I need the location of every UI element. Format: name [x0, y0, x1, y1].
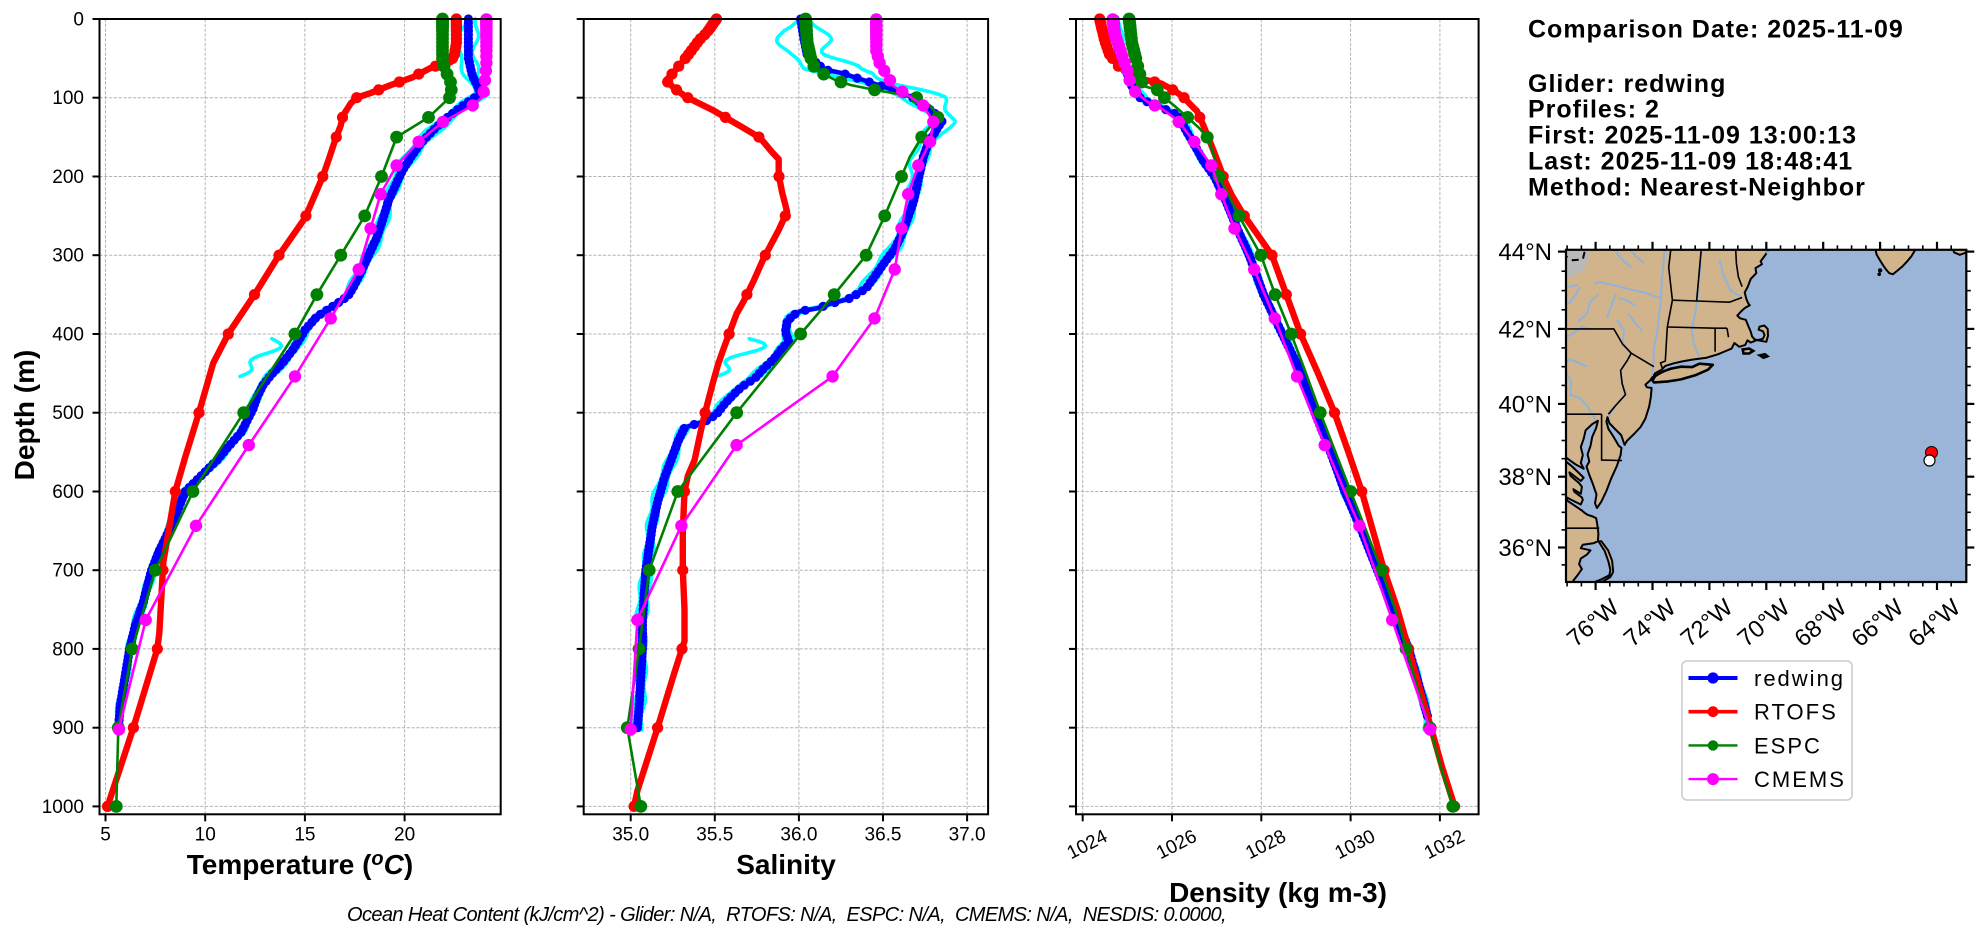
svg-text:35.0: 35.0 [612, 825, 649, 846]
svg-text:300: 300 [52, 246, 84, 267]
svg-text:redwing: redwing [1754, 666, 1845, 691]
svg-text:200: 200 [52, 167, 84, 188]
svg-text:Last: 2025-11-09 18:48:41: Last: 2025-11-09 18:48:41 [1528, 148, 1853, 176]
svg-text:800: 800 [52, 639, 84, 660]
svg-text:ESPC: ESPC [1754, 733, 1822, 758]
svg-text:CMEMS: CMEMS [1754, 767, 1846, 792]
svg-text:36.5: 36.5 [865, 825, 902, 846]
svg-text:15: 15 [294, 825, 315, 846]
svg-text:44°N: 44°N [1498, 239, 1552, 266]
svg-text:RTOFS: RTOFS [1754, 700, 1838, 725]
svg-text:Comparison Date: 2025-11-09: Comparison Date: 2025-11-09 [1528, 16, 1904, 44]
svg-text:700: 700 [52, 561, 84, 582]
svg-text:Ocean Heat Content (kJ/cm^2) -: Ocean Heat Content (kJ/cm^2) - Glider: N… [347, 904, 1226, 926]
svg-text:Depth (m): Depth (m) [9, 350, 40, 481]
svg-text:100: 100 [52, 88, 84, 109]
svg-text:Glider: redwing: Glider: redwing [1528, 70, 1726, 98]
svg-text:5: 5 [100, 825, 111, 846]
svg-text:40°N: 40°N [1498, 391, 1552, 418]
svg-text:600: 600 [52, 482, 84, 503]
svg-text:Method: Nearest-Neighbor: Method: Nearest-Neighbor [1528, 173, 1866, 201]
svg-text:Density (kg m-3): Density (kg m-3) [1169, 877, 1387, 908]
svg-text:0: 0 [73, 10, 84, 31]
svg-text:38°N: 38°N [1498, 464, 1552, 491]
svg-text:42°N: 42°N [1498, 316, 1552, 343]
svg-text:Salinity: Salinity [736, 849, 836, 880]
svg-text:37.0: 37.0 [949, 825, 986, 846]
svg-text:400: 400 [52, 325, 84, 346]
svg-text:500: 500 [52, 403, 84, 424]
svg-text:First: 2025-11-09 13:00:13: First: 2025-11-09 13:00:13 [1528, 122, 1857, 150]
svg-text:10: 10 [195, 825, 216, 846]
svg-text:36°N: 36°N [1498, 535, 1552, 562]
svg-text:900: 900 [52, 718, 84, 739]
svg-text:Profiles: 2: Profiles: 2 [1528, 96, 1660, 124]
svg-text:1000: 1000 [42, 797, 84, 818]
svg-text:20: 20 [394, 825, 415, 846]
svg-text:36.0: 36.0 [780, 825, 817, 846]
svg-text:35.5: 35.5 [696, 825, 733, 846]
